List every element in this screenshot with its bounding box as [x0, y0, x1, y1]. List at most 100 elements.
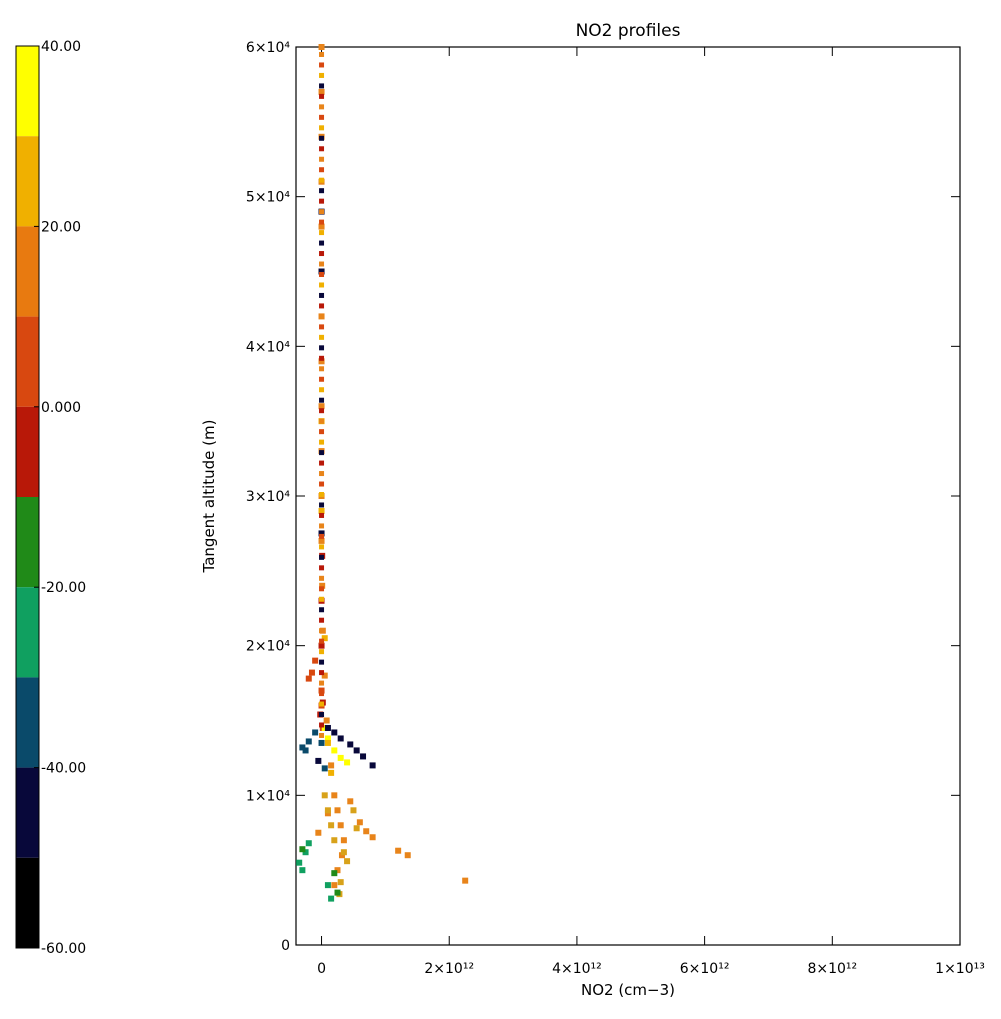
- data-point: [324, 735, 331, 742]
- plot-frame: [295, 46, 961, 946]
- data-point: [319, 251, 325, 257]
- data-points: [296, 44, 469, 902]
- data-point: [319, 586, 325, 592]
- data-point: [319, 313, 325, 319]
- data-point: [319, 62, 325, 68]
- data-point: [369, 762, 376, 769]
- colorbar-label: 40.00: [41, 39, 81, 55]
- data-point: [299, 744, 306, 751]
- colorbar-label: 0.000: [41, 400, 81, 416]
- data-point: [321, 765, 328, 772]
- data-point: [347, 798, 354, 805]
- data-point: [321, 635, 328, 642]
- data-point: [353, 747, 360, 754]
- data-point: [318, 268, 325, 275]
- data-point: [331, 837, 338, 844]
- data-point: [319, 659, 325, 665]
- colorbar-band: [16, 46, 39, 137]
- data-point: [305, 675, 312, 682]
- data-point: [340, 849, 347, 856]
- data-point: [318, 530, 325, 537]
- data-point: [324, 807, 331, 814]
- data-point: [319, 219, 325, 225]
- colorbar-band: [16, 497, 39, 588]
- data-point: [319, 628, 325, 634]
- data-point: [318, 403, 325, 410]
- data-point: [321, 724, 328, 731]
- data-point: [319, 691, 325, 697]
- data-point: [321, 792, 328, 799]
- data-point: [331, 729, 338, 736]
- data-point: [331, 792, 338, 799]
- data-point: [319, 376, 325, 382]
- colorbar-band: [16, 406, 39, 497]
- data-point: [324, 724, 331, 731]
- data-point: [315, 829, 322, 836]
- data-point: [319, 617, 325, 623]
- colorbar-label: -60.00: [41, 941, 86, 957]
- data-point: [319, 512, 325, 518]
- data-point: [319, 125, 325, 131]
- data-point: [328, 895, 335, 902]
- data-point: [328, 762, 335, 769]
- chart-title: NO2 profiles: [576, 21, 681, 41]
- data-point: [319, 177, 325, 183]
- data-point: [319, 544, 325, 550]
- colorbar-band: [16, 857, 39, 948]
- data-point: [319, 582, 326, 589]
- data-point: [319, 502, 325, 508]
- data-point: [344, 858, 351, 865]
- data-point: [299, 846, 306, 853]
- data-point: [319, 460, 325, 466]
- data-point: [319, 271, 325, 277]
- data-point: [319, 146, 325, 152]
- data-point: [319, 324, 325, 330]
- colorbar-band: [16, 767, 39, 858]
- data-point: [319, 261, 325, 267]
- data-point: [319, 481, 325, 487]
- data-point: [319, 345, 325, 351]
- data-point: [350, 807, 357, 814]
- data-point: [315, 757, 322, 764]
- y-tick-label: 0: [281, 938, 290, 954]
- data-point: [319, 303, 325, 309]
- data-point: [319, 51, 325, 57]
- data-point: [319, 240, 325, 246]
- data-point: [319, 167, 325, 173]
- data-point: [319, 701, 325, 707]
- y-axis-label: Tangent altitude (m): [200, 420, 218, 574]
- data-point: [319, 732, 325, 738]
- data-point: [319, 712, 325, 718]
- data-point: [319, 638, 325, 644]
- data-point: [319, 397, 325, 403]
- data-point: [318, 687, 325, 694]
- y-tick-label: 1×10⁴: [246, 788, 290, 804]
- data-point: [319, 230, 325, 236]
- data-point: [318, 739, 325, 746]
- data-point: [318, 642, 325, 649]
- data-point: [353, 825, 360, 832]
- data-point: [319, 523, 325, 529]
- data-point: [319, 387, 325, 393]
- data-point: [347, 741, 354, 748]
- y-tick-label: 6×10⁴: [246, 40, 290, 56]
- data-point: [296, 859, 303, 866]
- data-point: [331, 882, 338, 889]
- colorbar-labels: 40.00 20.00 0.000 -20.00 -40.00 -60.00: [34, 39, 86, 957]
- x-tick-label: 8×10¹²: [807, 961, 857, 977]
- colorbar-label: -40.00: [41, 761, 86, 777]
- data-point: [404, 852, 411, 859]
- colorbar-band: [16, 226, 39, 317]
- data-point: [319, 429, 325, 435]
- data-point: [334, 807, 341, 814]
- data-point: [319, 565, 325, 571]
- data-point: [319, 408, 325, 414]
- x-tick-label: 2×10¹²: [424, 961, 474, 977]
- data-point: [331, 747, 338, 754]
- data-point: [318, 44, 325, 50]
- data-point: [318, 537, 325, 544]
- x-axis-label: NO2 (cm−3): [581, 981, 675, 999]
- data-point: [308, 669, 315, 676]
- data-point: [323, 717, 330, 724]
